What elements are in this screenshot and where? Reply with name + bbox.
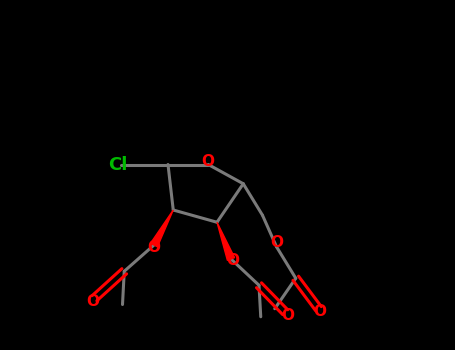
Text: O: O bbox=[281, 308, 294, 323]
Polygon shape bbox=[217, 222, 235, 260]
Text: O: O bbox=[86, 294, 99, 309]
Polygon shape bbox=[151, 210, 173, 247]
Text: O: O bbox=[147, 240, 160, 255]
Text: O: O bbox=[226, 253, 239, 268]
Text: Cl: Cl bbox=[108, 155, 128, 174]
Text: O: O bbox=[202, 154, 215, 168]
Text: O: O bbox=[314, 304, 327, 319]
Text: O: O bbox=[271, 235, 284, 250]
